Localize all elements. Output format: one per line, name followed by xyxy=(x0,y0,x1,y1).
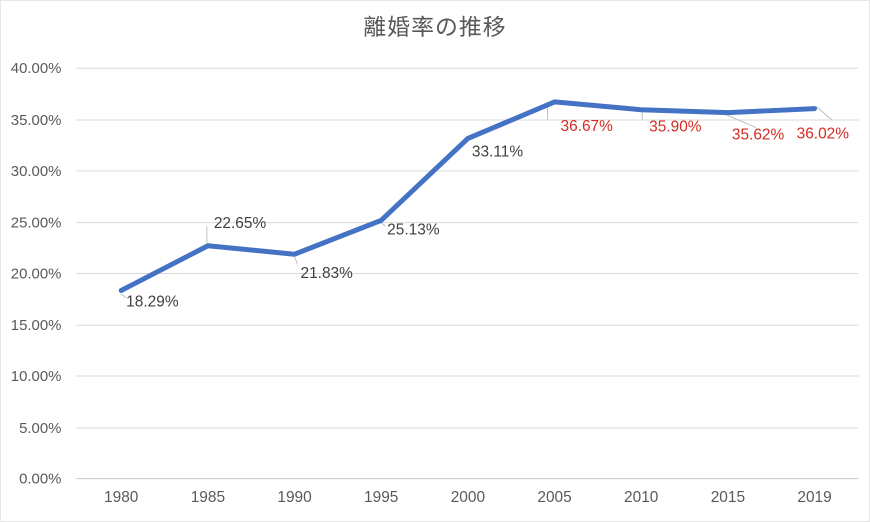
data-label: 22.65% xyxy=(214,215,267,232)
data-label-leader-lines xyxy=(120,103,833,299)
data-label: 35.90% xyxy=(649,119,702,136)
x-tick-label: 1980 xyxy=(104,489,138,506)
y-tick-label: 0.00% xyxy=(19,471,61,488)
x-tick-label: 2000 xyxy=(451,489,485,506)
x-axis-tick-labels: 1980 1985 1990 1995 2000 2005 2010 2015 2019 xyxy=(104,489,832,506)
data-label: 36.67% xyxy=(561,118,614,135)
x-tick-label: 1985 xyxy=(191,489,225,506)
y-tick-label: 10.00% xyxy=(11,368,62,385)
leader-line xyxy=(294,256,298,265)
data-labels: 18.29% 22.65% 21.83% 25.13% 33.11% 36.67% 35.9… xyxy=(126,118,849,311)
divorce-rate-line xyxy=(118,99,818,293)
y-tick-label: 35.00% xyxy=(11,112,62,129)
y-tick-label: 5.00% xyxy=(19,420,61,437)
data-label: 25.13% xyxy=(387,221,440,238)
y-tick-label: 40.00% xyxy=(11,60,62,77)
leader-line xyxy=(120,293,127,299)
series-line xyxy=(118,99,818,293)
x-tick-label: 2010 xyxy=(624,489,658,506)
y-tick-label: 20.00% xyxy=(11,265,62,282)
x-tick-label: 1995 xyxy=(364,489,398,506)
x-tick-label: 2019 xyxy=(797,489,831,506)
data-label: 33.11% xyxy=(472,143,523,160)
gridlines xyxy=(76,67,859,480)
x-tick-label: 2015 xyxy=(711,489,745,506)
data-label: 21.83% xyxy=(301,265,354,282)
x-tick-label: 2005 xyxy=(537,489,571,506)
y-axis-tick-labels: 0.00% 5.00% 10.00% 15.00% 20.00% 25.00% 30.00%… xyxy=(11,60,62,487)
leader-line xyxy=(816,106,833,121)
data-label: 18.29% xyxy=(126,293,179,310)
y-tick-label: 30.00% xyxy=(11,163,62,180)
leader-line xyxy=(725,114,756,128)
y-tick-label: 25.00% xyxy=(11,215,62,232)
data-label: 36.02% xyxy=(797,125,850,142)
y-tick-label: 15.00% xyxy=(11,317,62,334)
chart-title: 離婚率の推移 xyxy=(363,14,506,40)
x-tick-label: 1990 xyxy=(277,489,311,506)
data-label: 35.62% xyxy=(732,127,785,144)
